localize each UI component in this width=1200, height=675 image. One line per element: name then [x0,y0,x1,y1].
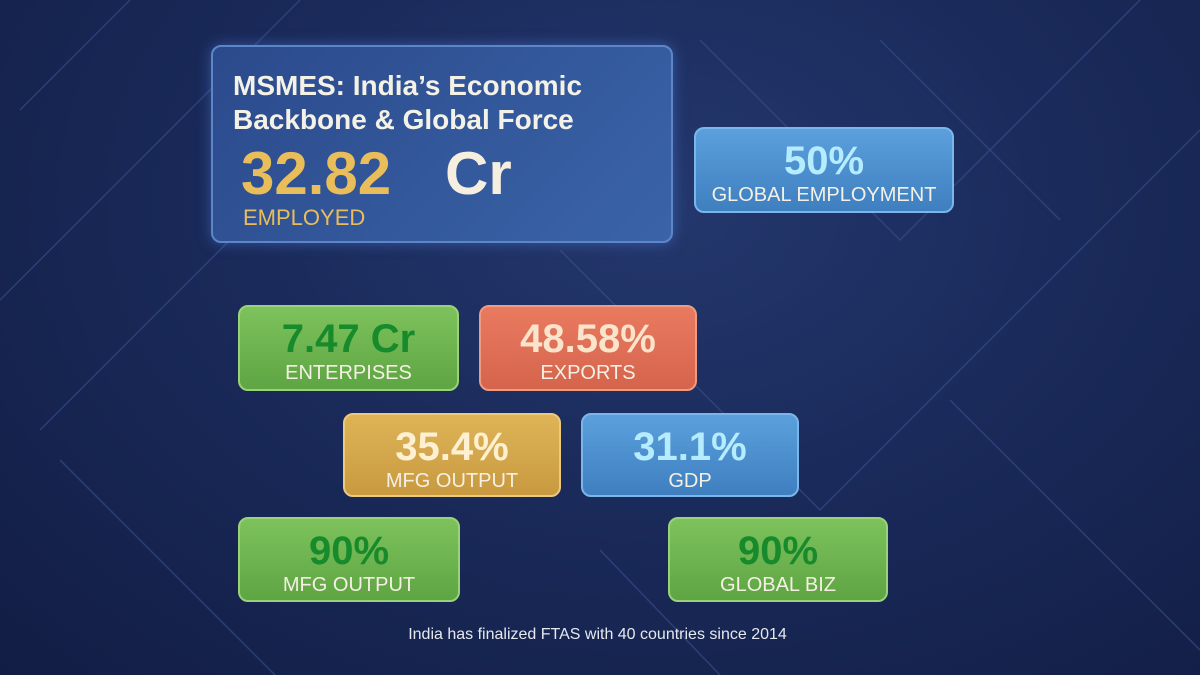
stat-card: 90% GLOBAL BIZ [668,517,888,602]
card-value: 50% [783,139,865,183]
card-value: 90% [737,529,819,573]
stat-card: 7.47 Cr ENTERPISES [238,305,459,391]
headline-number: 32.82 [241,140,392,207]
card-value: 35.4% [395,425,509,469]
card-label: GLOBAL BIZ [720,574,836,596]
card-label: MFG OUTPUT [282,574,416,596]
stat-card: 50% GLOBAL EMPLOYMENT [694,127,954,213]
card-value: 48.58% [520,317,656,361]
card-label: ENTERPISES [285,362,412,384]
card-label: EXPORTS [540,362,636,384]
headline-unit: Cr [445,140,512,207]
card-label: GDP [668,470,712,492]
footer-note: India has finalized FTAS with 40 countri… [408,626,787,643]
title: MSMES: India’s Economic Backbone & Globa… [233,70,583,135]
stat-card: 31.1% GDP [581,413,799,497]
stat-card: 48.58% EXPORTS [479,305,697,391]
card-label: MFG OUTPUT [385,470,519,492]
headline-label: EMPLOYED [243,205,366,230]
card-value: 31.1% [633,425,747,469]
card-value: 90% [308,529,390,573]
headline-panel: MSMES: India’s Economic Backbone & Globa… [211,45,673,243]
stat-card: 35.4% MFG OUTPUT [343,413,561,497]
card-label: GLOBAL EMPLOYMENT [711,184,937,206]
card-value: 7.47 Cr [281,317,416,361]
stat-card: 90% MFG OUTPUT [238,517,460,602]
